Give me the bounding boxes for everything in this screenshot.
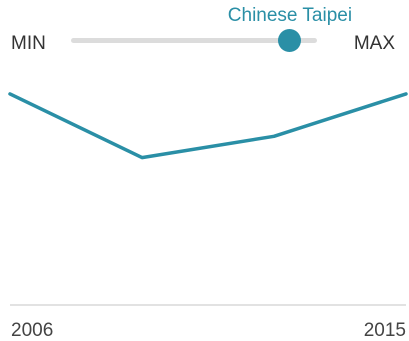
slider-min-label: MIN (11, 33, 46, 54)
slider-max-label: MAX (353, 33, 395, 54)
slider-thumb[interactable] (278, 29, 302, 52)
slider-track[interactable] (71, 38, 317, 43)
x-tick-label-start: 2006 (11, 320, 53, 341)
data-points (9, 93, 407, 158)
series-line (8, 92, 408, 160)
x-tick-label-end: 2015 (364, 320, 406, 341)
